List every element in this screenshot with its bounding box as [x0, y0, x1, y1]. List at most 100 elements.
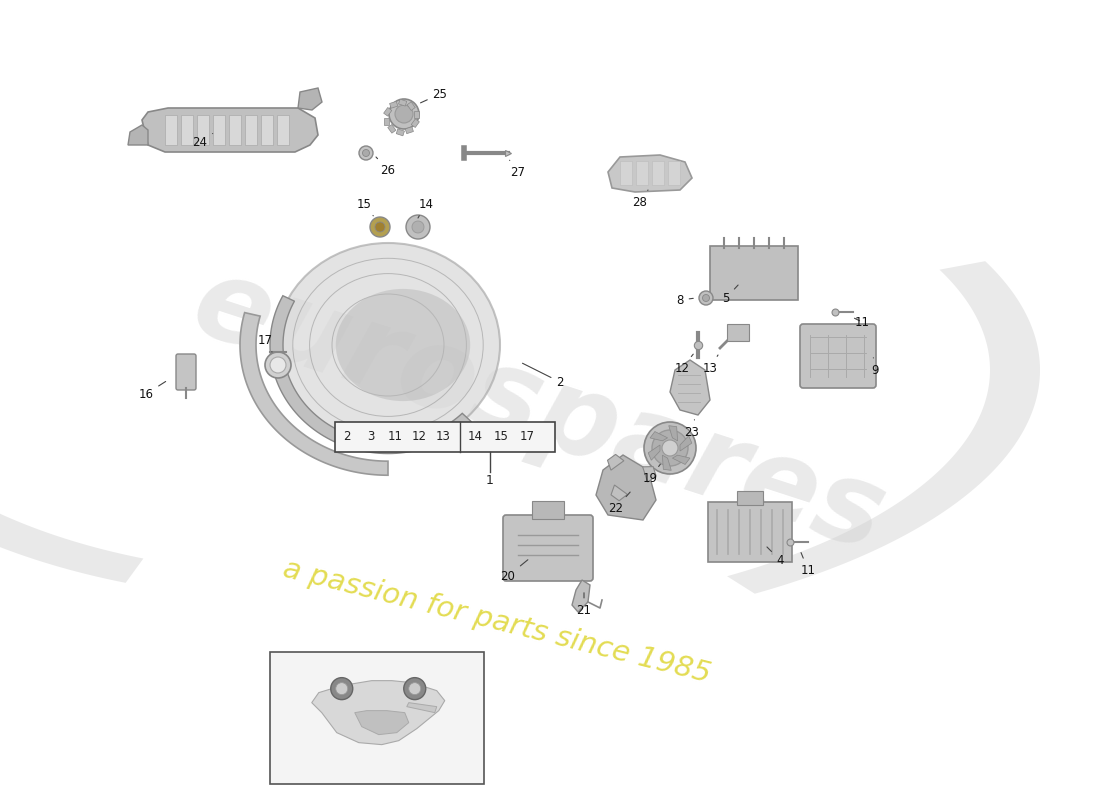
Polygon shape — [670, 360, 710, 415]
Text: 1: 1 — [486, 474, 494, 486]
Text: 2: 2 — [522, 363, 563, 389]
Text: 16: 16 — [139, 382, 166, 401]
Bar — [182, 115, 192, 145]
Bar — [668, 161, 680, 185]
Polygon shape — [142, 108, 318, 152]
Text: 26: 26 — [376, 157, 396, 177]
Text: eurospares: eurospares — [180, 246, 899, 574]
Bar — [165, 115, 177, 145]
FancyBboxPatch shape — [727, 324, 749, 341]
Ellipse shape — [331, 678, 353, 700]
Text: 19: 19 — [642, 464, 660, 485]
Ellipse shape — [370, 217, 390, 237]
Bar — [261, 115, 273, 145]
Text: 5: 5 — [723, 285, 738, 305]
Text: 25: 25 — [420, 87, 448, 103]
Text: 13: 13 — [703, 355, 718, 374]
Bar — [229, 115, 241, 145]
Polygon shape — [354, 710, 409, 734]
FancyBboxPatch shape — [737, 491, 763, 505]
Polygon shape — [680, 436, 692, 451]
Ellipse shape — [698, 291, 713, 305]
Text: 11: 11 — [801, 553, 815, 577]
Bar — [652, 161, 664, 185]
Bar — [197, 115, 209, 145]
Text: 24: 24 — [192, 134, 212, 149]
FancyBboxPatch shape — [710, 246, 798, 300]
Polygon shape — [650, 431, 668, 441]
FancyBboxPatch shape — [503, 515, 593, 581]
Bar — [387, 125, 396, 133]
Ellipse shape — [662, 440, 678, 456]
Polygon shape — [642, 466, 657, 482]
Ellipse shape — [359, 146, 373, 160]
Text: 12: 12 — [411, 430, 427, 443]
Polygon shape — [608, 155, 692, 192]
Text: 12: 12 — [674, 354, 693, 374]
Polygon shape — [607, 454, 624, 470]
Polygon shape — [311, 681, 444, 745]
Text: 13: 13 — [436, 430, 450, 443]
Ellipse shape — [276, 243, 500, 447]
Text: 17: 17 — [519, 430, 535, 443]
Ellipse shape — [652, 430, 688, 466]
Text: 28: 28 — [632, 190, 648, 209]
Ellipse shape — [395, 105, 412, 123]
Bar — [407, 102, 416, 110]
Ellipse shape — [389, 99, 419, 129]
Bar — [213, 115, 226, 145]
Text: 9: 9 — [871, 358, 879, 377]
Bar — [389, 102, 398, 108]
Polygon shape — [648, 445, 660, 460]
Bar — [384, 107, 392, 116]
Bar — [336, 422, 556, 452]
Bar — [396, 129, 405, 136]
Polygon shape — [298, 88, 322, 110]
Text: 8: 8 — [676, 294, 693, 306]
Bar — [636, 161, 648, 185]
Bar — [411, 119, 419, 127]
Text: 20: 20 — [500, 560, 528, 582]
Polygon shape — [407, 702, 437, 713]
Bar — [405, 126, 414, 134]
FancyBboxPatch shape — [708, 502, 792, 562]
Text: 14: 14 — [468, 430, 483, 443]
Text: 27: 27 — [509, 160, 526, 178]
Text: 15: 15 — [356, 198, 373, 216]
Text: 11: 11 — [387, 430, 403, 443]
Text: 11: 11 — [855, 315, 869, 329]
Text: 15: 15 — [494, 430, 508, 443]
Bar — [414, 110, 418, 118]
Text: 14: 14 — [418, 198, 433, 218]
Polygon shape — [672, 455, 690, 465]
Ellipse shape — [404, 678, 426, 700]
Text: 22: 22 — [608, 492, 630, 514]
Text: 21: 21 — [576, 593, 592, 617]
Bar — [245, 115, 257, 145]
Polygon shape — [610, 485, 627, 501]
FancyBboxPatch shape — [176, 354, 196, 390]
Ellipse shape — [412, 221, 424, 233]
Ellipse shape — [409, 682, 420, 694]
Polygon shape — [596, 455, 656, 520]
Polygon shape — [0, 158, 143, 583]
Bar — [277, 115, 289, 145]
Bar — [620, 161, 632, 185]
Ellipse shape — [265, 352, 292, 378]
Polygon shape — [572, 580, 590, 612]
FancyBboxPatch shape — [532, 501, 564, 519]
Ellipse shape — [406, 215, 430, 239]
Text: a passion for parts since 1985: a passion for parts since 1985 — [280, 555, 714, 689]
Ellipse shape — [703, 294, 710, 302]
Ellipse shape — [336, 289, 470, 401]
Text: 4: 4 — [767, 547, 783, 566]
Bar — [398, 99, 407, 106]
Bar — [270, 652, 484, 784]
Polygon shape — [128, 125, 148, 145]
Ellipse shape — [363, 150, 370, 157]
Polygon shape — [270, 296, 472, 454]
Polygon shape — [662, 455, 671, 470]
Text: 2: 2 — [343, 430, 351, 443]
Bar — [385, 118, 389, 125]
FancyBboxPatch shape — [800, 324, 876, 388]
